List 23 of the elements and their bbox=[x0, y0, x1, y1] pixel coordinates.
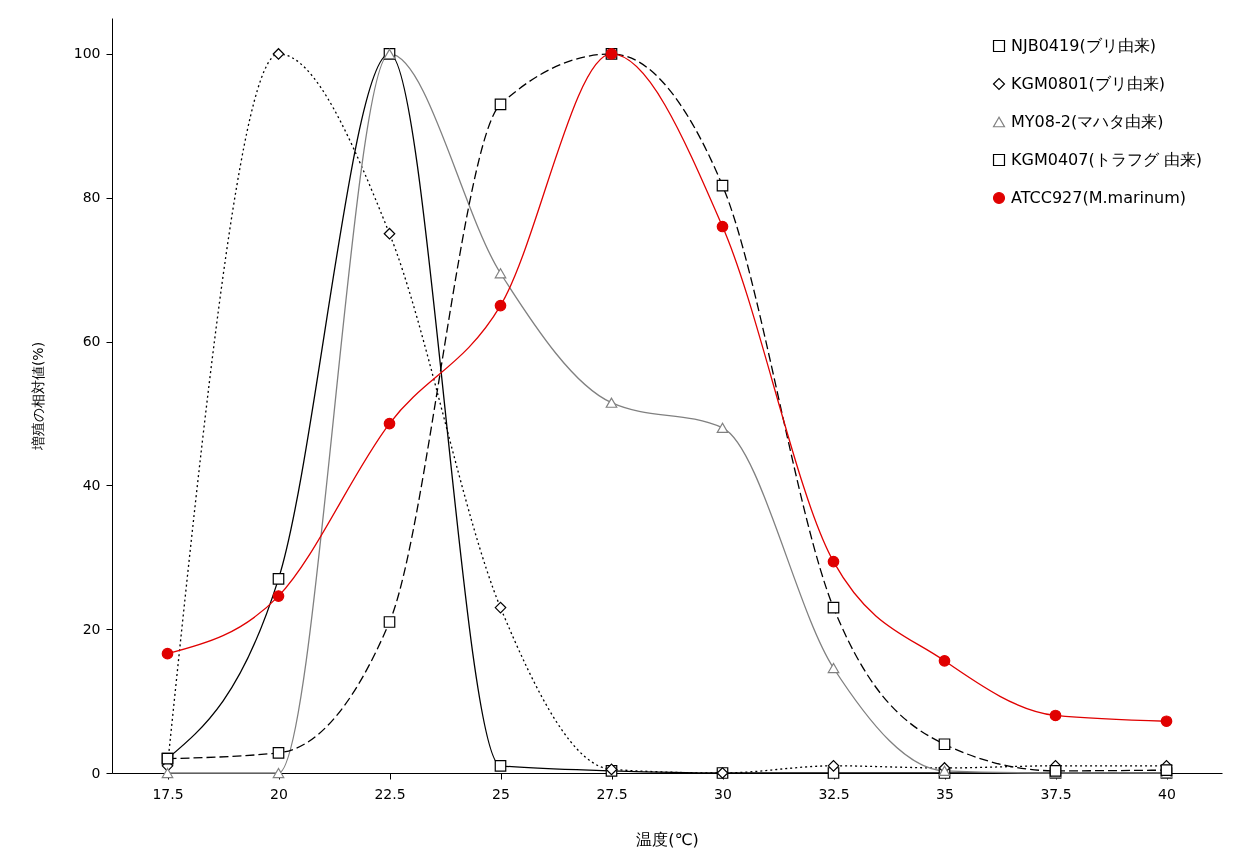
y-tick-label: 0 bbox=[91, 764, 101, 781]
x-tick-label: 30 bbox=[714, 785, 732, 802]
legend-label: KGM0407(トラフグ 由来) bbox=[1011, 150, 1202, 169]
y-tick-label: 20 bbox=[82, 620, 101, 637]
x-tick-label: 20 bbox=[270, 785, 288, 802]
x-tick-label: 17.5 bbox=[152, 785, 184, 802]
legend-label: MY08-2(マハタ由来) bbox=[1011, 112, 1164, 131]
x-tick-label: 37.5 bbox=[1040, 785, 1072, 802]
y-tick-label: 100 bbox=[73, 45, 101, 62]
x-tick-label: 22.5 bbox=[374, 785, 406, 802]
x-axis-title: 温度(℃) bbox=[636, 829, 699, 849]
legend-label: ATCC927(M.marinum) bbox=[1011, 188, 1187, 207]
y-axis-title: 増殖の相対値(%) bbox=[29, 341, 46, 452]
legend-label: NJB0419(ブリ由来) bbox=[1011, 36, 1156, 55]
x-tick-label: 40 bbox=[1158, 785, 1176, 802]
x-tick-label: 35 bbox=[936, 785, 954, 802]
legend-label: KGM0801(ブリ由来) bbox=[1011, 74, 1165, 93]
y-tick-label: 60 bbox=[82, 333, 101, 350]
x-tick-label: 27.5 bbox=[596, 785, 628, 802]
y-tick-label: 80 bbox=[82, 189, 101, 206]
y-tick-label: 40 bbox=[82, 476, 101, 493]
x-tick-label: 25 bbox=[492, 785, 510, 802]
x-tick-label: 32.5 bbox=[818, 785, 850, 802]
